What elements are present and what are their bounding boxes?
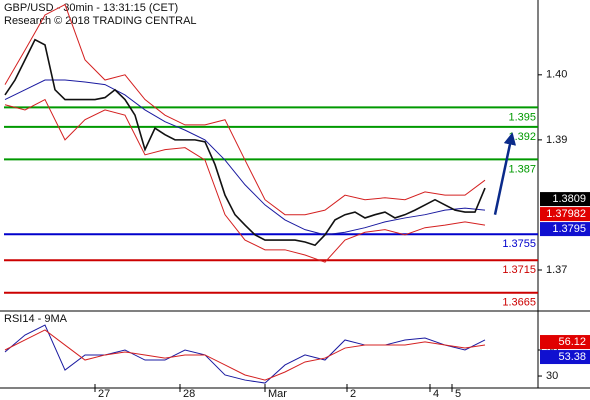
level-label: 1.387 [508, 163, 536, 175]
series-line [4, 38, 486, 247]
last-value-label: 1.3795 [552, 223, 586, 235]
x-tick-label: 28 [183, 388, 195, 400]
series-line [4, 329, 486, 381]
series-line [4, 324, 486, 384]
x-tick-label: 5 [455, 388, 461, 400]
x-tick-label: 4 [433, 388, 439, 400]
overlay-line [4, 98, 486, 263]
level-label: 1.3755 [502, 238, 536, 250]
chart-subtitle: Research © 2018 TRADING CENTRAL [4, 15, 197, 27]
last-value-box [540, 350, 590, 365]
last-value-box [540, 207, 590, 222]
chart-title: GBP/USD - 30min - 13:31:15 (CET) [4, 2, 178, 14]
last-value-box [540, 335, 590, 350]
y-tick-label: 1.40 [546, 69, 567, 81]
overlay-line [4, 79, 486, 236]
last-value-label: 56.12 [558, 336, 586, 348]
x-tick-label: 2 [350, 388, 356, 400]
x-tick-label: 27 [98, 388, 110, 400]
last-value-label: 53.38 [558, 351, 586, 363]
last-value-box [540, 192, 590, 207]
level-label: 1.3715 [502, 264, 536, 276]
last-value-box [540, 222, 590, 237]
overlay-line [4, 3, 486, 216]
last-value-label: 1.37982 [546, 208, 586, 220]
level-label: 1.3665 [502, 297, 536, 309]
last-value-label: 1.3809 [552, 193, 586, 205]
y-tick-label: 1.39 [546, 134, 567, 146]
forecast-arrow [493, 132, 517, 215]
level-label: 1.395 [508, 111, 536, 123]
y-tick-label: 1.37 [546, 264, 567, 276]
x-tick-label: Mar [268, 388, 287, 400]
indicator-title: RSI14 - 9MA [4, 313, 68, 325]
y-tick-label: 30 [546, 370, 558, 382]
